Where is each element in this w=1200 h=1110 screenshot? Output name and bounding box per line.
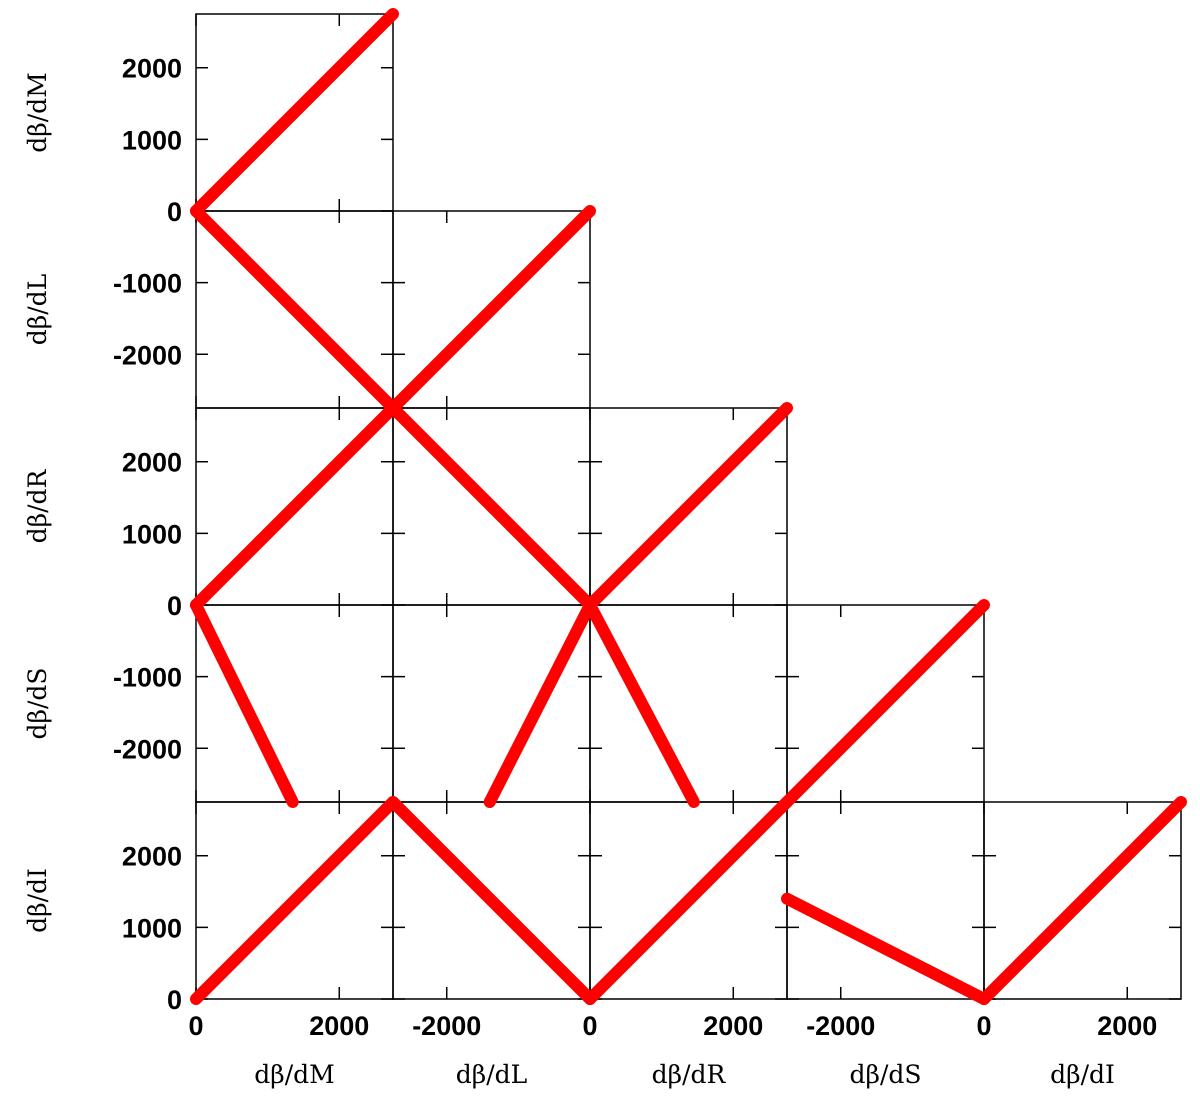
data-band [978, 796, 1187, 1005]
y-tick-label: 0 [167, 591, 182, 621]
y-tick-label: 0 [167, 197, 182, 227]
data-band [387, 402, 596, 611]
x-axis-label: dβ/dR [652, 1060, 727, 1089]
panel-frame [195, 604, 394, 803]
data-band [584, 402, 793, 611]
data-band [781, 892, 990, 1005]
data-band [190, 402, 399, 611]
data-band [584, 796, 793, 1005]
panel-frame [786, 801, 985, 1000]
x-axis-label: dβ/dI [1050, 1060, 1115, 1089]
y-tick-label: -2000 [113, 734, 182, 764]
panel-frame [392, 604, 591, 803]
y-axis-label: dβ/dL [23, 274, 52, 345]
x-tick-label: 2000 [309, 1011, 369, 1041]
data-band [387, 796, 596, 1005]
y-axis-label: dβ/dM [23, 72, 52, 152]
data-band [584, 599, 700, 808]
y-tick-label: -2000 [113, 340, 182, 370]
y-tick-label: -1000 [113, 663, 182, 693]
y-tick-label: 2000 [122, 54, 182, 84]
y-tick-label: 2000 [122, 448, 182, 478]
x-tick-label: 0 [582, 1011, 597, 1041]
x-tick-label: -2000 [806, 1011, 875, 1041]
data-band [483, 599, 596, 808]
x-tick-label: 2000 [1097, 1011, 1157, 1041]
data-band [190, 205, 399, 414]
panel-frame [983, 801, 1182, 1000]
panel-frame [589, 604, 788, 803]
y-axis-label: dβ/dR [23, 468, 52, 543]
data-band [190, 8, 399, 217]
y-tick-label: 1000 [122, 125, 182, 155]
x-axis-label: dβ/dM [254, 1060, 334, 1089]
x-tick-label: 0 [976, 1011, 991, 1041]
data-band [190, 599, 299, 808]
y-tick-label: 1000 [122, 519, 182, 549]
y-tick-label: 1000 [122, 913, 182, 943]
y-axis-label: dβ/dS [23, 667, 52, 739]
x-axis-label: dβ/dS [849, 1060, 921, 1089]
x-tick-label: -2000 [412, 1011, 481, 1041]
data-band [190, 796, 399, 1005]
x-tick-label: 0 [188, 1011, 203, 1041]
y-axis-label: dβ/dI [23, 868, 52, 933]
data-band [781, 599, 990, 808]
data-band [387, 205, 596, 414]
y-tick-label: -1000 [113, 269, 182, 299]
y-tick-label: 0 [167, 985, 182, 1015]
x-tick-label: 2000 [703, 1011, 763, 1041]
x-axis-label: dβ/dL [456, 1060, 527, 1089]
y-tick-label: 2000 [122, 842, 182, 872]
